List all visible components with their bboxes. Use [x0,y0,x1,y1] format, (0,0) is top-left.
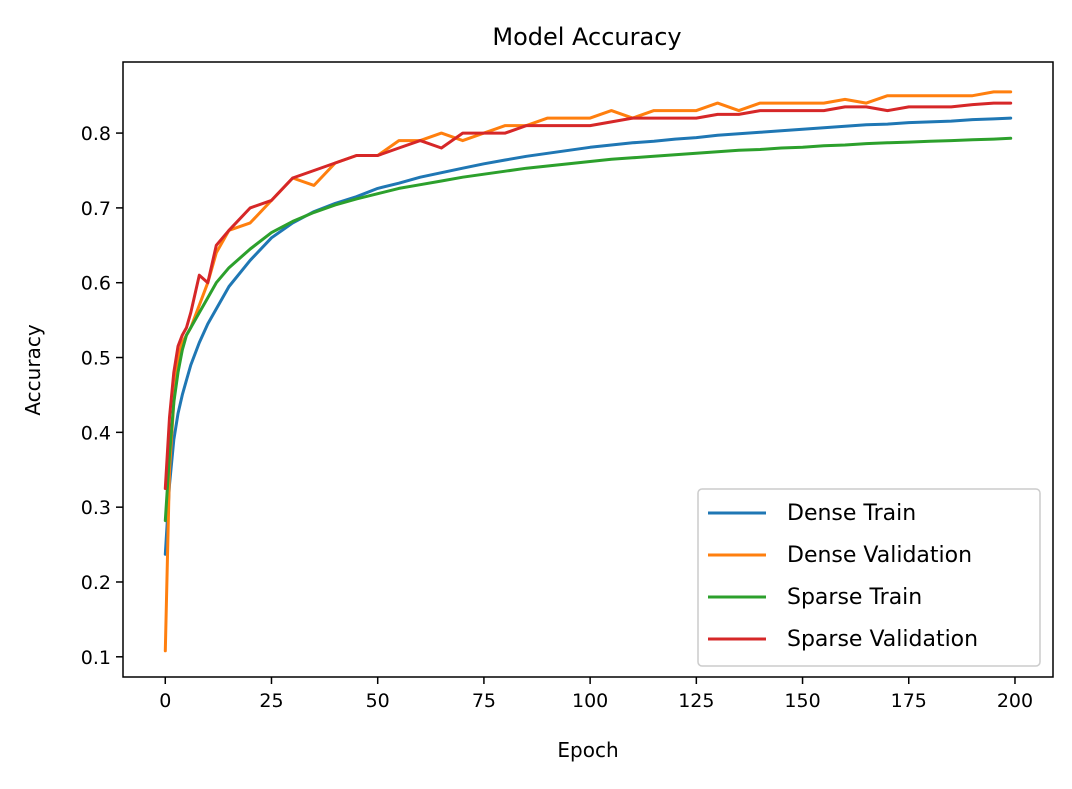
legend-label-sparse-validation: Sparse Validation [787,627,978,652]
y-tick-label: 0.4 [81,422,111,444]
legend-label-sparse-train: Sparse Train [787,585,922,610]
y-axis: 0.1 0.2 0.3 0.4 0.5 0.6 0.7 0.8 [81,123,123,669]
legend-box [697,488,1041,667]
plot-area [163,90,1013,653]
legend: Dense Train Dense Validation Sparse Train S… [697,488,1041,667]
y-tick-label: 0.6 [81,273,111,295]
series-line-sparse-validation [163,101,1013,490]
x-tick-label: 150 [784,690,820,712]
series-line-sparse-train [163,136,1013,523]
legend-label-dense-validation: Dense Validation [787,543,972,568]
x-axis: 0 25 50 75 100 125 150 175 200 [159,677,1033,712]
chart-title: Model Accuracy [492,23,681,51]
x-tick-label: 100 [572,690,608,712]
x-tick-label: 175 [891,690,927,712]
legend-label-dense-train: Dense Train [787,501,916,526]
x-tick-label: 50 [366,690,390,712]
x-axis-label: Epoch [557,738,618,762]
x-tick-label: 25 [259,690,283,712]
y-tick-label: 0.2 [81,572,111,594]
series-line-dense-validation [163,90,1013,653]
x-tick-label: 0 [159,690,171,712]
y-tick-label: 0.7 [81,198,111,220]
y-tick-label: 0.8 [81,123,111,145]
y-axis-label: Accuracy [21,324,45,415]
y-tick-label: 0.1 [81,647,111,669]
series-line-dense-train [163,116,1013,556]
y-tick-label: 0.5 [81,348,111,370]
y-tick-label: 0.3 [81,497,111,519]
x-tick-label: 125 [678,690,714,712]
x-tick-label: 75 [472,690,496,712]
x-tick-label: 200 [997,690,1033,712]
axes-frame [122,61,1054,678]
